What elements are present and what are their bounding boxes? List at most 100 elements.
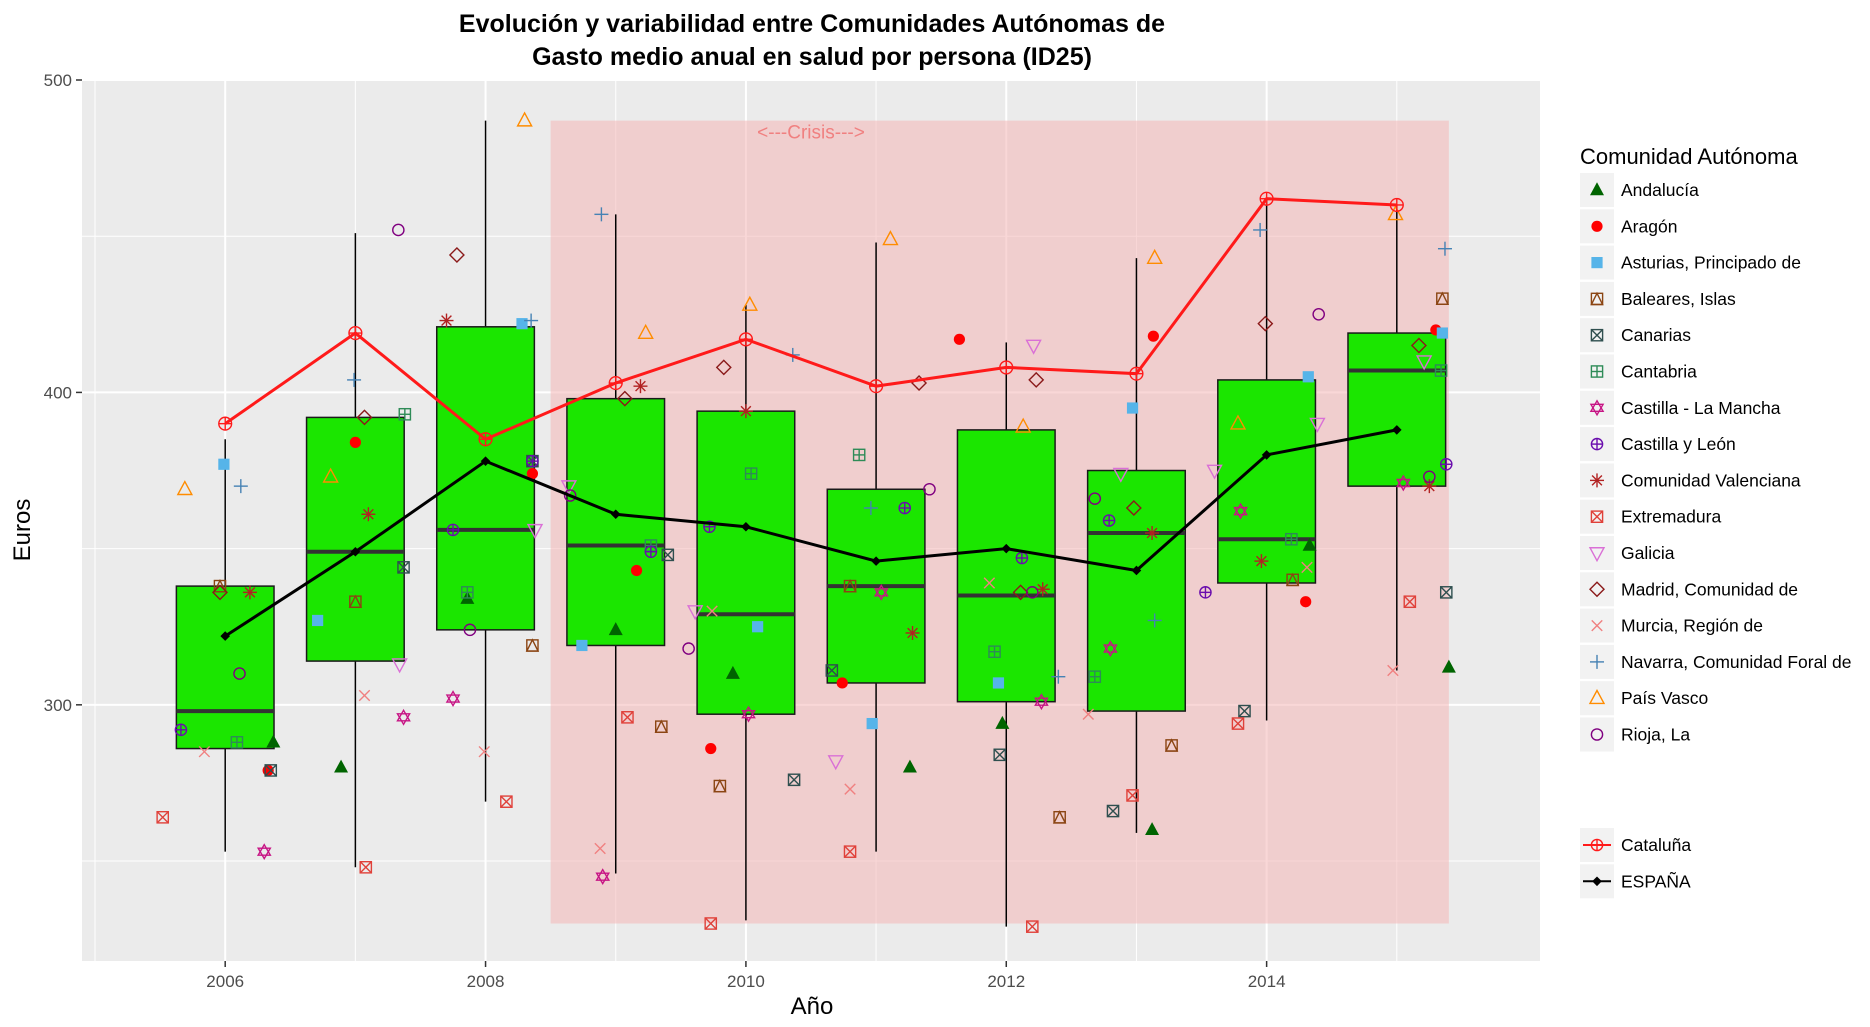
point-12-7 <box>1082 708 1095 720</box>
point-10-7 <box>1206 464 1223 480</box>
mark-shape <box>787 773 801 786</box>
legend-key-2 <box>1591 257 1603 269</box>
mark-shape <box>843 578 857 593</box>
mark-shape <box>741 521 751 532</box>
line-point-1-0 <box>220 631 230 641</box>
mark-shape <box>1435 291 1450 305</box>
mark-shape <box>1590 510 1604 524</box>
point-11-1 <box>356 409 373 426</box>
boxplot-2014 <box>1217 198 1317 721</box>
mark-shape <box>1589 581 1605 598</box>
mark-shape <box>741 709 756 723</box>
mark-shape <box>873 588 889 601</box>
mark-shape <box>1112 467 1129 483</box>
point-7-9 <box>1439 457 1453 471</box>
point-7-7 <box>1102 514 1116 527</box>
x-tick-label: 2012 <box>987 972 1025 991</box>
point-11-6 <box>1012 584 1029 601</box>
mark-shape <box>1261 450 1272 460</box>
line-point-1-1 <box>350 546 361 557</box>
mark-shape <box>1302 371 1314 383</box>
line-point-1-4 <box>741 521 751 532</box>
line-1 <box>224 428 1398 638</box>
point-1-5 <box>836 677 848 689</box>
mark-shape <box>1229 414 1247 430</box>
legend-key-13 <box>1590 654 1604 669</box>
point-0-7 <box>1145 822 1160 836</box>
y-tick-label: 400 <box>44 383 72 402</box>
point-3-7 <box>1164 738 1179 752</box>
legend-label: Andalucía <box>1621 180 1699 200</box>
x-axis-title: Año <box>791 993 834 1020</box>
point-12-1 <box>358 689 371 702</box>
legend-key-14 <box>1588 689 1606 705</box>
mark-shape <box>1088 492 1102 505</box>
mark-shape <box>704 917 717 930</box>
mark-shape <box>1415 355 1433 371</box>
mark-shape <box>516 318 528 330</box>
mark-shape <box>1436 327 1448 339</box>
mark-shape <box>1590 510 1604 523</box>
mark-shape <box>478 745 490 758</box>
mark-shape <box>1052 810 1067 824</box>
point-9-5 <box>843 845 857 858</box>
mark-shape <box>1403 595 1416 608</box>
mark-shape <box>873 583 889 597</box>
mark-shape <box>264 764 277 777</box>
mark-shape <box>621 711 634 724</box>
legend-key-bg <box>1580 390 1614 425</box>
mark-shape <box>500 795 513 808</box>
mark-shape <box>480 456 491 466</box>
y-tick-label: 300 <box>44 696 72 715</box>
point-8-4 <box>738 404 753 419</box>
box-body <box>1086 469 1187 712</box>
mark-shape <box>1300 596 1312 608</box>
point-2-3 <box>576 639 588 652</box>
line-point-0-4 <box>738 332 754 347</box>
legend-label: Cataluña <box>1621 835 1691 855</box>
mark-shape <box>397 561 410 574</box>
mark-shape <box>843 845 857 858</box>
line-point-0-8 <box>1259 191 1274 206</box>
mark-shape <box>312 614 324 627</box>
mark-shape <box>621 711 634 724</box>
mark-shape <box>176 480 194 496</box>
mark-shape <box>1146 248 1163 265</box>
mark-shape <box>787 773 801 787</box>
mark-shape <box>516 111 533 127</box>
point-9-8 <box>1231 717 1245 730</box>
mark-shape <box>392 223 405 237</box>
point-9-9 <box>1403 595 1417 609</box>
point-0-4 <box>725 665 740 679</box>
mark-shape <box>445 694 461 707</box>
mark-shape <box>220 631 230 641</box>
mark-shape <box>1025 339 1042 355</box>
mark-shape <box>594 842 606 855</box>
mark-shape <box>705 742 717 755</box>
point-8-3 <box>633 379 648 394</box>
point-15-8 <box>1312 308 1325 321</box>
mark-shape <box>1206 464 1223 480</box>
mark-shape <box>1106 804 1120 818</box>
point-14-9 <box>1387 205 1404 221</box>
line-point-0-5 <box>868 379 884 394</box>
point-12-6 <box>983 577 996 589</box>
legend-key-11 <box>1589 581 1605 598</box>
mark-shape <box>1257 315 1274 332</box>
mark-shape <box>1590 182 1604 196</box>
point-7-1 <box>446 523 460 537</box>
point-12-4 <box>706 605 718 617</box>
point-6-4 <box>741 705 756 723</box>
mark-shape <box>1590 291 1604 306</box>
point-2-7 <box>1126 402 1139 414</box>
legend-label: ESPAÑA <box>1621 870 1691 891</box>
mark-shape <box>993 748 1006 761</box>
mark-shape <box>686 605 704 621</box>
mark-shape <box>1145 822 1160 836</box>
mark-shape <box>1026 586 1039 599</box>
point-8-7 <box>1145 525 1160 540</box>
mark-shape <box>233 667 246 680</box>
mark-shape <box>266 734 281 748</box>
point-11-4 <box>715 359 732 376</box>
legend-label: Castilla y León <box>1621 434 1736 454</box>
